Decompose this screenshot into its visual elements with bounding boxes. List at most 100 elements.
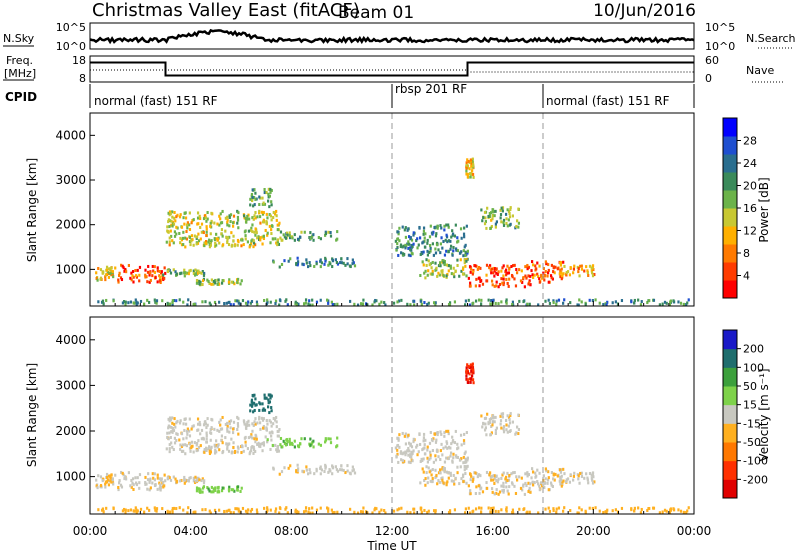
power-pixel	[291, 236, 294, 240]
power-pixel	[547, 280, 550, 284]
freq-label-line2: [MHz]	[4, 67, 36, 80]
power-pixel	[422, 240, 425, 244]
cpid-mode-1: normal (fast) 151 RF	[94, 94, 218, 108]
velocity-pixel	[104, 485, 107, 489]
velocity-pixel	[146, 506, 149, 510]
power-pixel	[277, 242, 281, 246]
velocity-pixel	[429, 453, 432, 457]
velocity-pixel	[195, 449, 198, 453]
power-pixel	[483, 222, 487, 226]
velocity-pixel	[404, 453, 407, 457]
power-pixel	[278, 265, 281, 269]
velocity-pixel	[336, 469, 340, 473]
velocity-pixel	[334, 465, 337, 469]
power-pixel	[559, 261, 562, 265]
power-pixel	[449, 264, 452, 268]
power-pixel	[559, 268, 562, 272]
power-pixel	[267, 199, 270, 203]
velocity-pixel	[305, 468, 308, 472]
power-pixel	[441, 269, 444, 273]
velocity-pixel	[658, 511, 661, 515]
velocity-pixel	[511, 420, 514, 424]
colorbar-swatch	[723, 136, 737, 155]
velocity-pixel	[408, 449, 411, 453]
velocity-pixel	[199, 444, 202, 448]
power-pixel	[468, 303, 471, 307]
velocity-pixel	[180, 432, 184, 436]
velocity-pixel	[495, 479, 498, 483]
power-pixel	[244, 301, 248, 305]
power-pixel	[285, 298, 288, 302]
power-pixel	[135, 275, 139, 279]
velocity-pixel	[493, 420, 496, 424]
power-pixel	[434, 268, 437, 272]
colorbar-swatch	[723, 172, 737, 191]
velocity-pixel	[230, 437, 233, 441]
power-pixel	[333, 302, 336, 306]
power-pixel	[156, 280, 159, 284]
velocity-pixel	[190, 440, 194, 444]
velocity-pixel	[427, 476, 430, 480]
power-pixel	[454, 269, 457, 273]
velocity-pixel	[295, 469, 298, 473]
velocity-pixel	[466, 380, 469, 384]
power-pixel	[262, 237, 266, 241]
velocity-pixel	[112, 507, 115, 511]
power-pixel	[427, 301, 430, 305]
velocity-pixel	[584, 510, 587, 514]
power-pixel	[111, 270, 114, 274]
velocity-pixel	[319, 443, 323, 447]
velocity-pixel	[274, 443, 277, 447]
power-pixel	[275, 218, 278, 222]
velocity-pixel	[184, 443, 187, 447]
power-pixel	[276, 238, 280, 242]
velocity-pixel	[450, 442, 453, 446]
power-pixel	[557, 298, 561, 302]
velocity-pixel	[351, 469, 354, 473]
power-pixel	[579, 264, 582, 268]
power-pixel	[138, 265, 142, 269]
velocity-pixel	[265, 396, 268, 400]
power-pixel	[135, 274, 138, 278]
velocity-pixel	[276, 449, 279, 453]
power-pixel	[156, 269, 159, 273]
power-pixel	[431, 242, 434, 246]
power-pixel	[186, 303, 189, 307]
velocity-pixel	[543, 485, 546, 489]
velocity-pixel	[162, 480, 165, 484]
power-pixel	[511, 275, 514, 279]
velocity-pixel	[572, 474, 576, 478]
velocity-pixel	[416, 453, 419, 457]
velocity-pixel	[479, 474, 482, 478]
power-pixel	[203, 244, 206, 248]
velocity-pixel	[467, 364, 470, 368]
power-pixel	[441, 271, 444, 275]
power-pixel	[278, 221, 281, 225]
power-pixel	[456, 236, 459, 240]
power-pixel	[204, 241, 207, 245]
velocity-pixel	[497, 477, 500, 481]
velocity-pixel	[439, 471, 442, 475]
velocity-pixel	[228, 485, 231, 489]
power-pixel	[309, 237, 312, 241]
power-pixel	[445, 233, 448, 237]
velocity-pixel	[434, 509, 437, 513]
velocity-pixel	[396, 436, 399, 440]
power-pixel	[605, 303, 608, 307]
power-pixel	[375, 299, 378, 303]
velocity-pixel	[484, 422, 487, 426]
cpid-mode-3: normal (fast) 151 RF	[546, 94, 670, 108]
power-pixel	[526, 263, 529, 267]
power-pixel	[488, 266, 491, 270]
x-tick-label: 04:00	[173, 524, 208, 538]
velocity-pixel	[189, 449, 192, 453]
power-pixel	[187, 298, 190, 302]
power-pixel	[182, 230, 185, 234]
power-pixel	[309, 231, 312, 235]
power-pixel	[399, 243, 403, 247]
velocity-pixel	[412, 449, 415, 453]
velocity-pixel	[263, 506, 266, 510]
power-pixel	[489, 227, 492, 231]
y-tick-label: 3000	[55, 378, 86, 392]
velocity-pixel	[445, 483, 448, 487]
